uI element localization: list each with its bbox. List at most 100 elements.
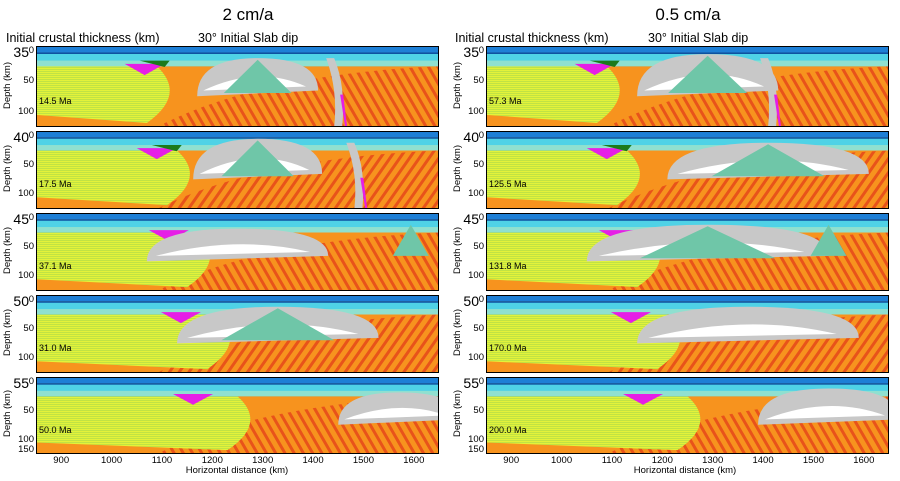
- x-tick-label: 900: [53, 455, 70, 466]
- age-label: 31.0 Ma: [39, 343, 72, 354]
- y-tick-label: 0: [478, 293, 484, 305]
- y-tick-label: 150: [18, 444, 34, 455]
- y-tick-label: 50: [473, 404, 484, 416]
- y-tick-label: 0: [28, 129, 34, 141]
- x-tick-label: 1300: [252, 455, 274, 466]
- mantle-folding: [156, 150, 439, 209]
- y-tick-label: 100: [18, 433, 34, 445]
- y-tick-label: 100: [468, 105, 484, 117]
- model-panel: [486, 377, 889, 454]
- model-panel: [36, 295, 439, 373]
- ocean-layer: [36, 213, 439, 220]
- y-tick-label: 0: [28, 44, 34, 56]
- right-x-axis-label: Horizontal distance (km): [633, 465, 737, 476]
- model-panel: [36, 131, 439, 209]
- y-tick-label: 0: [478, 129, 484, 141]
- right-thickness-header: Initial crustal thickness (km): [455, 31, 609, 45]
- model-cross-section: [486, 213, 889, 291]
- sediment-wedge: [136, 148, 177, 160]
- y-tick-label: 0: [28, 211, 34, 223]
- x-tick-label: 1600: [403, 455, 425, 466]
- plume-core: [223, 59, 292, 93]
- x-tick-label: 900: [503, 455, 520, 466]
- model-cross-section: [36, 213, 439, 291]
- sediment-wedge: [586, 148, 627, 160]
- sediment-wedge: [574, 63, 615, 76]
- y-tick-label: 0: [478, 44, 484, 56]
- left-dip-header: 30° Initial Slab dip: [198, 31, 299, 45]
- model-panel: [486, 46, 889, 127]
- y-axis-label: Depth (km): [452, 62, 463, 110]
- model-panel: [486, 213, 889, 291]
- y-tick-label: 0: [478, 211, 484, 223]
- model-cross-section: [36, 295, 439, 373]
- model-cross-section: [486, 377, 889, 454]
- x-tick-label: 1100: [601, 455, 623, 466]
- ocean-layer: [36, 46, 439, 53]
- sediment-wedge: [124, 63, 165, 76]
- model-panel: [486, 295, 889, 373]
- crustal-thickness-label: 55: [13, 375, 29, 391]
- crustal-thickness-label: 40: [13, 129, 29, 145]
- plume-core: [221, 308, 335, 341]
- y-axis-label: Depth (km): [452, 226, 463, 274]
- y-tick-label: 50: [473, 241, 484, 252]
- ocean-layer: [36, 131, 439, 138]
- y-axis-label: Depth (km): [452, 144, 463, 192]
- mantle-folding: [606, 66, 889, 127]
- y-tick-label: 50: [473, 159, 484, 170]
- y-axis-label: Depth (km): [2, 144, 13, 192]
- y-tick-label: 100: [468, 352, 484, 364]
- y-tick-label: 100: [468, 433, 484, 445]
- left-column-title: 2 cm/a: [222, 5, 274, 24]
- x-tick-label: 1400: [752, 455, 774, 466]
- crustal-thickness-label: 50: [13, 293, 29, 309]
- x-tick-label: 1000: [550, 455, 573, 466]
- ocean-layer: [486, 131, 889, 138]
- y-tick-label: 0: [28, 375, 34, 387]
- y-tick-label: 50: [23, 404, 34, 416]
- mantle-folding: [156, 66, 439, 127]
- x-tick-label: 1000: [100, 455, 123, 466]
- y-tick-label: 0: [28, 293, 34, 305]
- crustal-thickness-label: 35: [13, 44, 29, 60]
- y-tick-label: 100: [18, 188, 34, 200]
- crustal-thickness-label: 45: [13, 211, 29, 227]
- age-label: 200.0 Ma: [489, 424, 527, 435]
- age-label: 57.3 Ma: [489, 96, 522, 107]
- y-tick-label: 50: [23, 241, 34, 252]
- crustal-thickness-label: 45: [463, 211, 479, 227]
- y-tick-label: 100: [468, 188, 484, 200]
- plume-core: [711, 144, 825, 177]
- age-label: 170.0 Ma: [489, 343, 527, 354]
- x-tick-label: 1400: [302, 455, 324, 466]
- ocean-layer: [36, 295, 439, 302]
- y-tick-label: 100: [18, 352, 34, 364]
- x-tick-label: 1600: [853, 455, 875, 466]
- sediment-wedge: [610, 312, 651, 324]
- right-column-title: 0.5 cm/a: [655, 5, 721, 24]
- model-panel: [36, 213, 439, 291]
- plume-core: [221, 140, 294, 177]
- age-label: 125.5 Ma: [489, 179, 527, 190]
- y-tick-label: 150: [468, 444, 484, 455]
- age-label: 131.8 Ma: [489, 261, 527, 272]
- model-panel: [486, 131, 889, 209]
- x-tick-label: 1200: [201, 455, 223, 466]
- x-tick-label: 1500: [802, 455, 824, 466]
- plume-core: [639, 226, 776, 259]
- crustal-thickness-label: 40: [463, 129, 479, 145]
- model-cross-section: [486, 131, 889, 209]
- age-label: 37.1 Ma: [39, 261, 72, 272]
- y-tick-label: 100: [18, 270, 34, 282]
- sediment-wedge: [148, 230, 189, 242]
- y-tick-label: 50: [23, 75, 34, 87]
- x-tick-label: 1200: [651, 455, 673, 466]
- y-axis-label: Depth (km): [2, 390, 13, 438]
- slab: [760, 58, 778, 127]
- x-tick-label: 1300: [702, 455, 724, 466]
- model-panel: [36, 377, 439, 454]
- age-label: 17.5 Ma: [39, 179, 72, 190]
- y-axis-label: Depth (km): [452, 390, 463, 438]
- x-tick-label: 1500: [352, 455, 374, 466]
